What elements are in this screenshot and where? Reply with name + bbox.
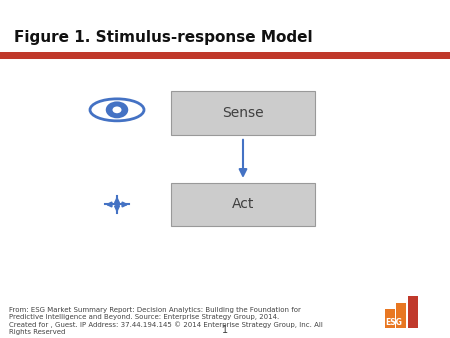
Ellipse shape <box>90 99 144 121</box>
Text: Sense: Sense <box>222 106 264 120</box>
Text: Figure 1. Stimulus-response Model: Figure 1. Stimulus-response Model <box>14 30 312 45</box>
Text: ESG: ESG <box>386 318 402 327</box>
Circle shape <box>106 101 128 118</box>
FancyBboxPatch shape <box>171 91 315 135</box>
Text: Act: Act <box>232 197 254 212</box>
Text: 1: 1 <box>222 324 228 335</box>
Text: From: ESG Market Summary Report: Decision Analytics: Building the Foundation for: From: ESG Market Summary Report: Decisio… <box>9 307 323 335</box>
FancyBboxPatch shape <box>171 183 315 226</box>
Circle shape <box>112 106 122 113</box>
